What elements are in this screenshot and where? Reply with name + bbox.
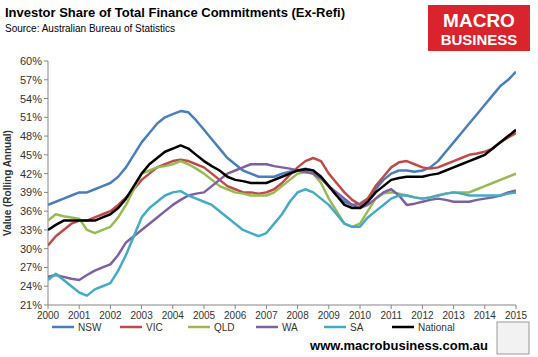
legend-label: QLD <box>214 322 235 333</box>
series-line <box>48 161 516 233</box>
x-tick <box>48 305 49 309</box>
x-tick <box>204 305 205 309</box>
y-tick-label: 42% <box>20 168 42 180</box>
x-tick <box>484 305 485 309</box>
x-tick-label: 2015 <box>505 310 528 321</box>
x-tick <box>391 305 392 309</box>
legend-label: VIC <box>146 322 163 333</box>
series-line <box>48 130 516 230</box>
y-tick-label: 30% <box>20 243 42 255</box>
x-tick-label: 2001 <box>68 310 91 321</box>
y-tick <box>44 267 48 268</box>
x-tick-label: 2012 <box>411 310 434 321</box>
legend-swatch <box>324 326 346 329</box>
x-tick-label: 2011 <box>380 310 402 321</box>
legend-swatch <box>120 326 142 329</box>
x-tick-label: 2009 <box>318 310 341 321</box>
x-axis <box>48 305 516 306</box>
x-tick-label: 2007 <box>255 310 278 321</box>
y-tick <box>44 229 48 230</box>
y-tick <box>44 286 48 287</box>
y-tick-label: 33% <box>20 224 42 236</box>
y-tick <box>44 305 48 306</box>
plot-area <box>48 72 516 296</box>
x-tick <box>141 305 142 309</box>
x-tick-label: 2013 <box>442 310 465 321</box>
logo-text: MACRO <box>443 10 515 31</box>
legend-swatch <box>256 326 278 329</box>
subtitle: Source: Australian Bureau of Statistics <box>5 23 175 34</box>
y-tick-label: 27% <box>20 261 42 273</box>
x-tick-label: 2004 <box>162 310 185 321</box>
legend-swatch <box>392 326 414 329</box>
legend-swatch <box>188 326 210 329</box>
logo-box <box>428 5 530 51</box>
x-tick <box>328 305 329 309</box>
background <box>0 0 538 357</box>
x-tick <box>266 305 267 309</box>
y-tick-label: 57% <box>20 74 42 86</box>
x-tick-label: 2014 <box>474 310 497 321</box>
series-line <box>48 189 516 295</box>
y-tick-label: 48% <box>20 130 42 142</box>
y-tick <box>44 192 48 193</box>
y-tick-label: 45% <box>20 149 42 161</box>
legend-label: SA <box>350 322 364 333</box>
y-tick <box>44 173 48 174</box>
y-tick <box>44 79 48 80</box>
x-tick-label: 2010 <box>349 310 372 321</box>
y-tick-label: 60% <box>20 55 42 67</box>
y-tick <box>44 211 48 212</box>
source-url: www.macrobusiness.com.au <box>309 338 488 353</box>
x-tick <box>235 305 236 309</box>
x-tick <box>360 305 361 309</box>
legend-label: National <box>418 322 455 333</box>
y-tick-label: 24% <box>20 280 42 292</box>
logo-text: BUSINESS <box>441 31 518 48</box>
series-line <box>48 164 516 280</box>
y-tick-label: 36% <box>20 205 42 217</box>
title: Investor Share of Total Finance Commitme… <box>5 5 345 20</box>
x-tick-label: 2008 <box>286 310 309 321</box>
y-tick <box>44 136 48 137</box>
y-axis <box>48 61 49 305</box>
y-tick-label: 51% <box>20 111 42 123</box>
x-tick <box>110 305 111 309</box>
y-tick-label: 54% <box>20 93 42 105</box>
legend-label: NSW <box>78 322 102 333</box>
y-tick <box>44 61 48 62</box>
chart: Investor Share of Total Finance Commitme… <box>0 0 538 357</box>
x-tick-label: 2003 <box>130 310 153 321</box>
emblem <box>497 322 529 354</box>
x-tick <box>516 305 517 309</box>
y-tick <box>44 248 48 249</box>
legend-swatch <box>52 326 74 329</box>
x-tick <box>297 305 298 309</box>
x-tick-label: 2006 <box>224 310 247 321</box>
x-tick-label: 2002 <box>99 310 122 321</box>
y-tick-label: 39% <box>20 186 42 198</box>
x-tick <box>172 305 173 309</box>
y-axis-label: Value (Rolling Annual) <box>2 130 13 236</box>
y-tick <box>44 117 48 118</box>
series-line <box>48 133 516 246</box>
x-tick <box>453 305 454 309</box>
y-tick <box>44 98 48 99</box>
x-tick <box>422 305 423 309</box>
x-tick-label: 2005 <box>193 310 216 321</box>
x-tick <box>79 305 80 309</box>
legend-label: WA <box>282 322 298 333</box>
x-tick-label: 2000 <box>37 310 60 321</box>
y-tick <box>44 154 48 155</box>
